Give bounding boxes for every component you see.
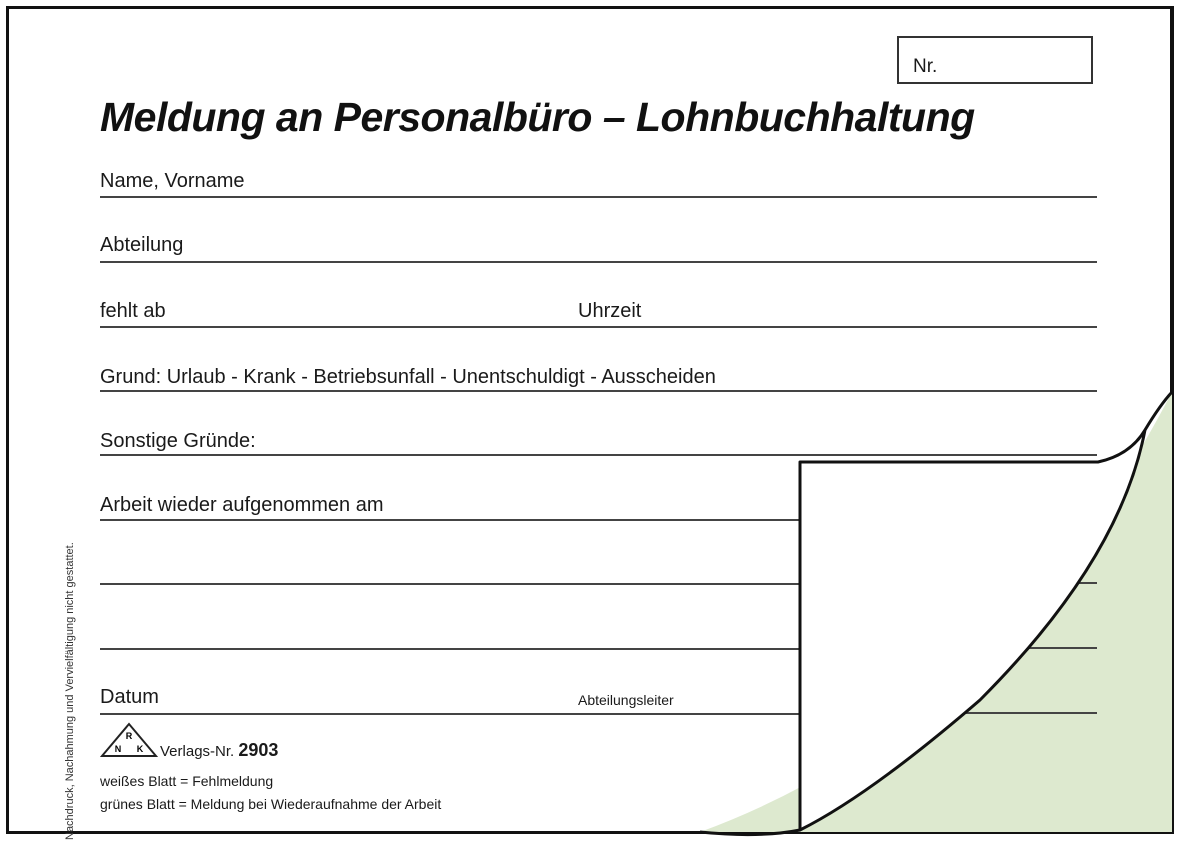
- grund-label: Grund: Urlaub - Krank - Betriebsunfall -…: [100, 366, 716, 388]
- number-box: Nr.: [897, 36, 1093, 84]
- copyright-note: Nachdruck, Nachahmung und Vervielfältigu…: [64, 542, 76, 840]
- sonstige-gruende-label: Sonstige Gründe:: [100, 430, 256, 452]
- publisher-logo: R N K: [100, 722, 158, 757]
- blank-line-2: [100, 648, 1097, 650]
- white-sheet-note: weißes Blatt = Fehlmeldung: [100, 773, 274, 789]
- abteilung-label: Abteilung: [100, 234, 184, 256]
- uhrzeit-label: Uhrzeit: [578, 300, 642, 322]
- sonstige-gruende-line: [100, 454, 1097, 456]
- name-line: [100, 196, 1097, 198]
- grund-line: [100, 390, 1097, 392]
- fehlt-ab-line: [100, 326, 1097, 328]
- fehlt-ab-label: fehlt ab: [100, 300, 166, 322]
- green-sheet-note: grünes Blatt = Meldung bei Wiederaufnahm…: [100, 796, 442, 812]
- blank-line-1: [100, 583, 1097, 585]
- logo-letter-k: K: [137, 744, 144, 754]
- form-title: Meldung an Personalbüro – Lohnbuchhaltun…: [100, 94, 975, 140]
- logo-letter-r: R: [126, 731, 133, 741]
- article-number: 56789 B: [997, 800, 1078, 816]
- arbeit-aufgenommen-label: Arbeit wieder aufgenommen am: [100, 494, 384, 516]
- verlag-number-value: 2903: [238, 740, 279, 760]
- verlag-number: Verlags-Nr. 2903: [160, 740, 278, 761]
- datum-line: [100, 713, 1097, 715]
- arbeit-aufgenommen-line: [100, 519, 1097, 521]
- abteilung-line: [100, 261, 1097, 263]
- number-label: Nr.: [913, 56, 938, 77]
- abteilungsleiter-label: Abteilungsleiter: [578, 692, 674, 708]
- logo-letter-n: N: [115, 744, 122, 754]
- datum-label: Datum: [100, 686, 159, 708]
- name-label: Name, Vorname: [100, 170, 245, 192]
- verlag-label: Verlags-Nr.: [160, 743, 235, 760]
